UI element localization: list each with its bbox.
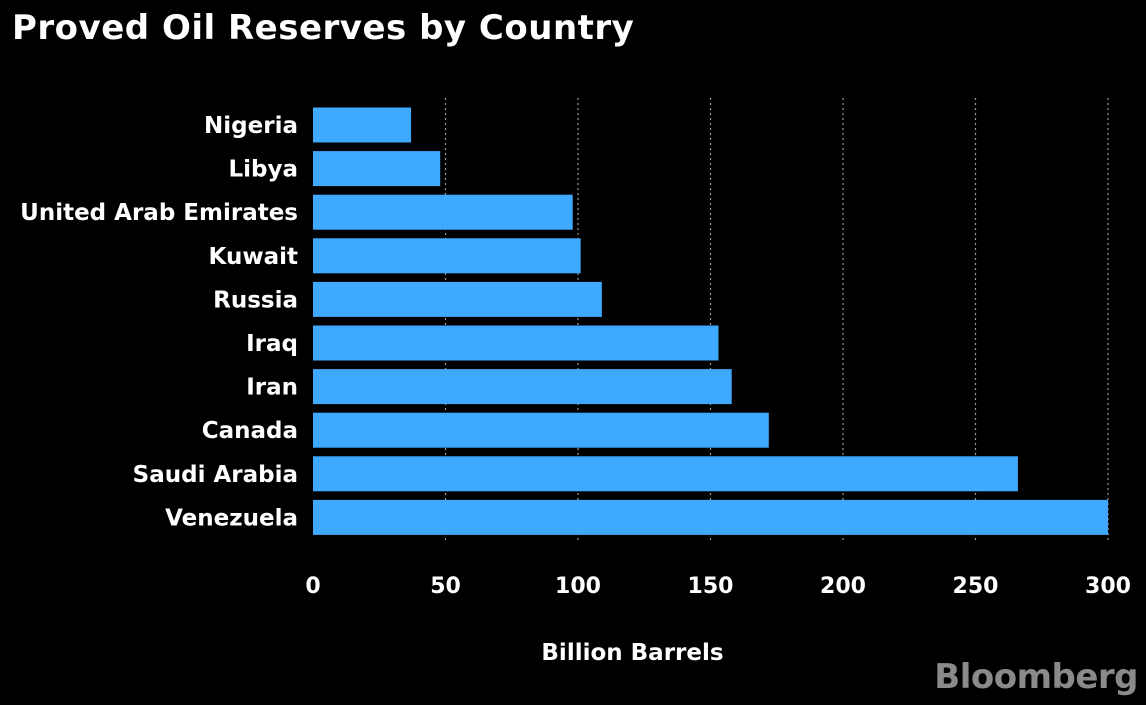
bar	[313, 369, 732, 405]
bar	[313, 107, 412, 143]
chart-title: Proved Oil Reserves by Country	[12, 8, 635, 48]
x-axis-label: Billion Barrels	[541, 640, 723, 666]
bar	[313, 456, 1018, 492]
bar	[313, 151, 441, 187]
x-tick-label: 0	[305, 574, 320, 599]
category-label: Kuwait	[209, 244, 298, 270]
category-label: Saudi Arabia	[133, 462, 298, 488]
category-label: Canada	[202, 418, 298, 444]
category-label: Iraq	[246, 331, 298, 357]
bar	[313, 325, 719, 361]
x-tick-label: 50	[430, 574, 461, 599]
bar	[313, 194, 573, 230]
x-tick-label: 150	[688, 574, 734, 599]
category-label: Libya	[228, 157, 298, 183]
bar	[313, 412, 769, 448]
x-tick-label: 100	[555, 574, 601, 599]
category-label: Venezuela	[165, 505, 298, 531]
category-label: Iran	[246, 375, 298, 401]
x-tick-label: 300	[1085, 574, 1131, 599]
category-label: Nigeria	[204, 113, 298, 139]
category-label: Russia	[213, 287, 298, 313]
x-tick-label: 250	[953, 574, 999, 599]
bar	[313, 281, 602, 317]
bar	[313, 238, 581, 274]
bloomberg-logo: Bloomberg	[934, 657, 1138, 697]
category-label: United Arab Emirates	[20, 200, 298, 226]
x-tick-label: 200	[820, 574, 866, 599]
bar	[313, 499, 1108, 535]
